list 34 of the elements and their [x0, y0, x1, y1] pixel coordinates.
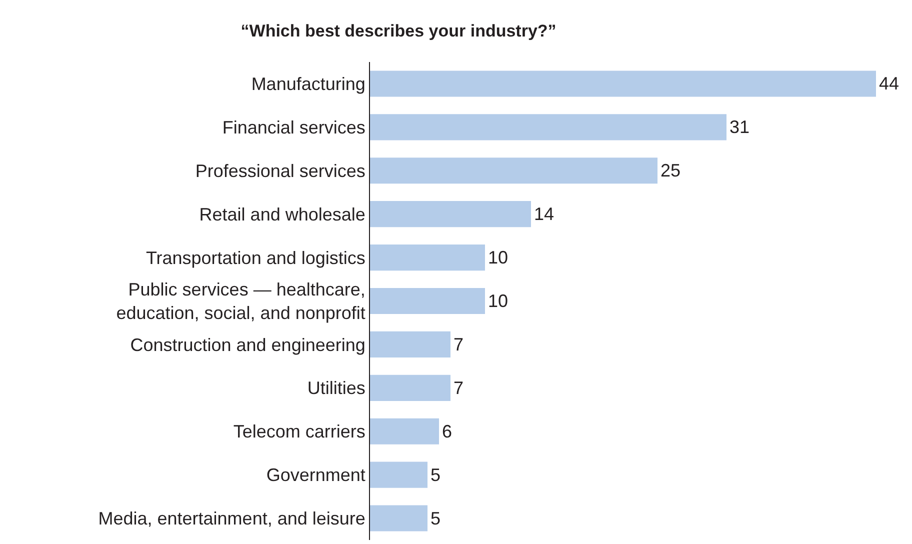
- bar: [370, 201, 531, 228]
- bar: [370, 418, 439, 444]
- data-label: 14: [534, 204, 554, 224]
- y-tick-label: Transportation and logistics: [146, 248, 366, 268]
- data-label: 31: [730, 117, 750, 138]
- bar: [370, 244, 485, 271]
- y-tick-label: Retail and wholesale: [199, 204, 366, 224]
- y-tick-label: Public services — healthcare, education, social, and nonprofit: [116, 280, 366, 323]
- y-tick-label: Utilities: [307, 378, 366, 398]
- bar: [370, 114, 726, 140]
- bar: [370, 374, 450, 401]
- data-label: 5: [430, 508, 441, 528]
- chart-title: “Which best describes your industry?”: [240, 21, 556, 40]
- y-tick-label: Construction and engineering: [130, 334, 366, 355]
- data-label: 25: [660, 160, 681, 181]
- y-tick-label: Financial services: [222, 117, 366, 138]
- bar: [370, 331, 450, 358]
- bar: [370, 288, 485, 314]
- y-tick-label: Manufacturing: [251, 74, 366, 94]
- data-label: 5: [430, 464, 441, 485]
- data-label: 6: [442, 421, 452, 442]
- bar: [370, 70, 876, 97]
- bar: [370, 505, 428, 532]
- y-tick-label: Government: [266, 465, 366, 486]
- y-tick-label: Professional services: [195, 160, 366, 181]
- y-tick-label: Media, entertainment, and leisure: [98, 508, 366, 529]
- data-label: 7: [454, 334, 464, 354]
- data-label: 7: [454, 378, 464, 398]
- data-label: 10: [488, 248, 508, 268]
- data-label: 10: [488, 291, 508, 311]
- data-label: 44: [879, 74, 900, 94]
- bar: [370, 462, 428, 488]
- bar: [370, 158, 658, 184]
- y-tick-label: Telecom carriers: [233, 422, 366, 442]
